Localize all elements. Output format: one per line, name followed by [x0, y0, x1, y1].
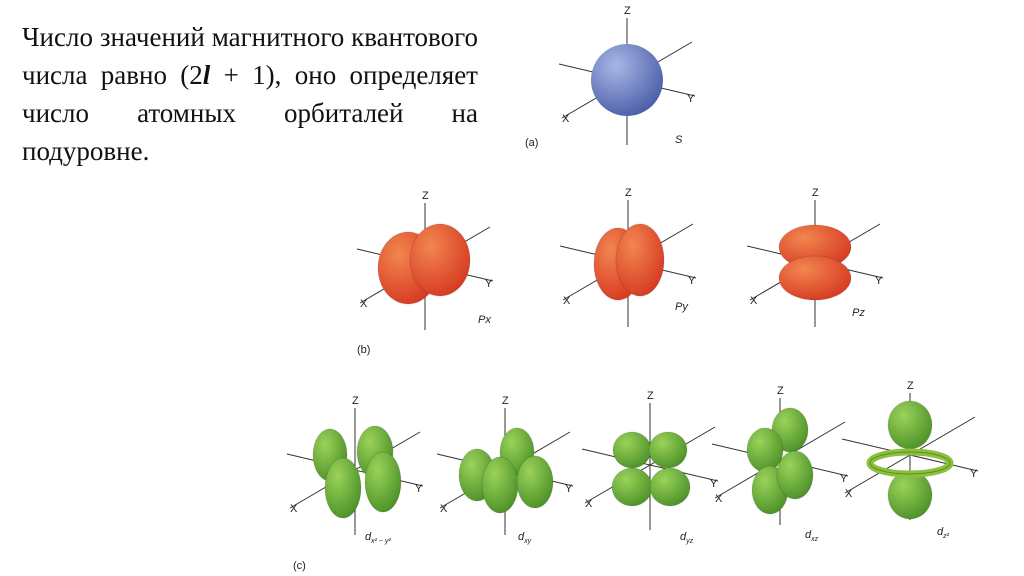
axis: [581, 448, 719, 482]
text: Число значений магнитного квантового чис…: [22, 22, 478, 90]
lobe: [324, 457, 362, 519]
axis-label: X: [585, 498, 593, 510]
lobe: [364, 451, 402, 513]
axis-label: Z: [624, 5, 631, 17]
orbital: Z X Y S: [558, 5, 696, 146]
axis-label: X: [360, 298, 368, 310]
orbital-name: d: [680, 531, 687, 543]
orbital-label: dz²: [937, 526, 950, 540]
orbital-label: Px: [478, 314, 491, 326]
axis-label: X: [750, 295, 758, 307]
axis-label: X: [715, 493, 723, 505]
orbital-label: dxz: [805, 529, 819, 543]
axis-label: X: [290, 503, 298, 515]
orbital-subscript: z²: [942, 533, 950, 540]
lobe: [887, 470, 933, 520]
axis-label: Z: [812, 187, 819, 199]
axis-label: Y: [565, 483, 573, 495]
lobe: [409, 223, 471, 297]
axis-label: Y: [710, 478, 718, 490]
axis-label: X: [562, 113, 570, 125]
lobe: [776, 450, 814, 500]
axis-label: Y: [485, 278, 493, 290]
axis-label: Z: [352, 395, 359, 407]
lobe: [887, 400, 933, 450]
lobe: [746, 427, 784, 473]
axis-label: Y: [688, 275, 696, 287]
orbital-subscript: yz: [685, 538, 694, 545]
orbital: Z X Y Py: [559, 187, 697, 327]
text: + 1), оно определяет число атомных орбит…: [22, 60, 478, 166]
orbital-label: dx² − y²: [365, 531, 391, 545]
axis-label: Z: [777, 385, 784, 397]
lobe: [612, 431, 652, 469]
orbital-subscript: xy: [523, 538, 532, 545]
orbital-name: d: [365, 531, 372, 543]
orbital: Z X Y Pz: [746, 187, 884, 327]
lobe: [591, 44, 663, 116]
orbital-name: Pz: [852, 307, 865, 319]
orbital-name: Py: [675, 301, 689, 313]
axis-label: X: [440, 503, 448, 515]
orbital-name: d: [805, 529, 812, 541]
lobe: [649, 467, 691, 507]
group-label: (b): [357, 344, 370, 356]
orbital: Z X Y Px: [356, 190, 494, 330]
group-label: (c): [293, 560, 306, 572]
group-label: (a): [525, 137, 538, 149]
axis-label: Z: [647, 390, 654, 402]
axis-label: Z: [907, 380, 914, 392]
axis-label: Y: [415, 483, 423, 495]
orbital-name: d: [518, 531, 525, 543]
lobe: [778, 255, 852, 301]
orbital-label: dxy: [518, 531, 532, 545]
lobe: [611, 467, 653, 507]
axis-label: Y: [970, 468, 978, 480]
orbital-subscript: x² − y²: [370, 538, 391, 545]
orbital-label: S: [675, 134, 683, 146]
orbital-subscript: xz: [810, 536, 819, 543]
orbital-name: Px: [478, 314, 491, 326]
orbital-name: d: [937, 526, 944, 538]
ring-edge: [869, 451, 951, 475]
paragraph: Число значений магнитного квантового чис…: [22, 18, 478, 170]
orbital-name: S: [675, 134, 683, 146]
lobe: [481, 456, 519, 514]
axis-label: Z: [625, 187, 632, 199]
lobe: [516, 455, 554, 509]
axis-label: Z: [502, 395, 509, 407]
orbital-label: Pz: [852, 307, 865, 319]
orbital-label: dyz: [680, 531, 694, 545]
axis-label: X: [563, 295, 571, 307]
variable: l: [202, 60, 211, 90]
lobe: [648, 431, 688, 469]
orbital-label: Py: [675, 301, 689, 313]
axis-label: Y: [840, 473, 848, 485]
axis-label: X: [845, 488, 853, 500]
axis-label: Y: [687, 93, 695, 105]
axis-label: Z: [422, 190, 429, 202]
lobe: [615, 223, 665, 297]
axis-label: Y: [875, 275, 883, 287]
